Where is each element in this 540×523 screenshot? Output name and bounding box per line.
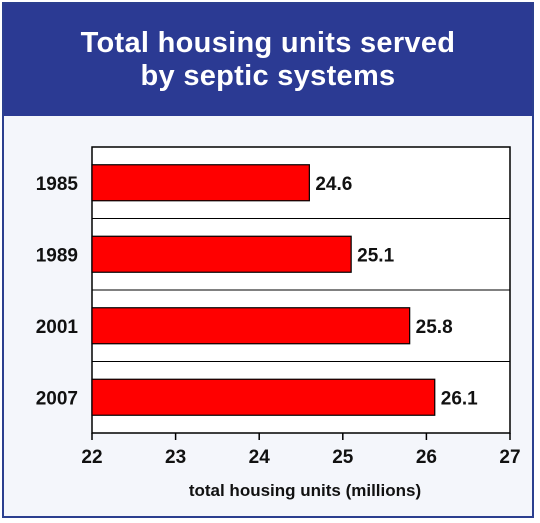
chart-header: Total housing units served by septic sys… — [4, 4, 532, 116]
x-tick-label: 24 — [249, 447, 271, 468]
category-label-2001: 2001 — [36, 317, 79, 338]
x-axis-label: total housing units (millions) — [189, 481, 421, 500]
x-tick-label: 22 — [81, 447, 102, 468]
x-tick-label: 26 — [416, 447, 437, 468]
chart-title-line-2: by septic systems — [140, 60, 396, 92]
category-label-1989: 1989 — [36, 245, 78, 266]
data-label-2001: 25.8 — [416, 317, 453, 338]
x-tick-label: 27 — [499, 447, 520, 468]
data-label-2007: 26.1 — [441, 388, 478, 409]
x-tick-label: 23 — [165, 447, 186, 468]
bar-2001 — [91, 307, 411, 345]
category-label-1985: 1985 — [36, 174, 79, 195]
x-tick-label: 25 — [332, 447, 354, 468]
bar-1989 — [91, 235, 352, 273]
data-label-1985: 24.6 — [315, 174, 352, 195]
bar-2007 — [91, 378, 436, 416]
bar-1985 — [91, 164, 310, 202]
chart-title-line-1: Total housing units served — [80, 27, 456, 59]
data-label-1989: 25.1 — [357, 245, 394, 266]
category-label-2007: 2007 — [36, 388, 78, 409]
